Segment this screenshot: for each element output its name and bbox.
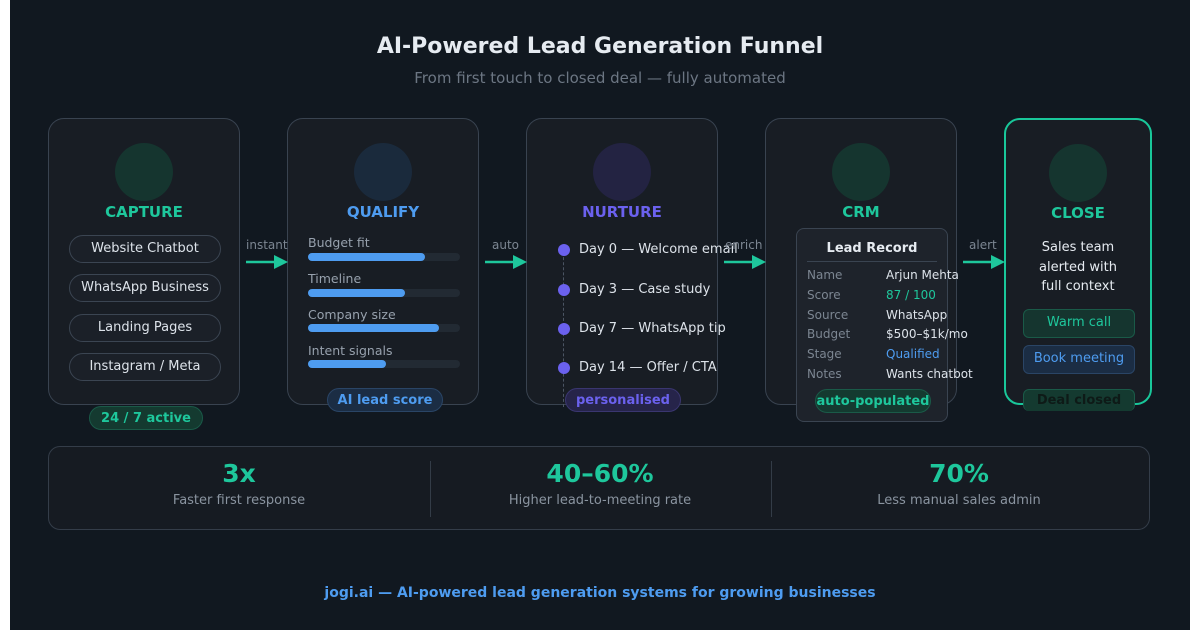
field-value: Wants chatbot — [886, 367, 973, 381]
flow-arrow-icon — [724, 255, 766, 269]
channel-website-chatbot: Website Chatbot — [69, 235, 221, 263]
close-icon — [1049, 144, 1107, 202]
stage-qualify: QUALIFY Budget fit Timeline Company size… — [287, 118, 479, 405]
stat-label: Higher lead-to-meeting rate — [508, 493, 692, 508]
lead-record-card: Lead Record Name Arjun Mehta Score 87 / … — [796, 228, 973, 422]
stage-close: CLOSE Sales team alerted with full conte… — [1004, 118, 1152, 411]
field-key: Budget — [807, 327, 851, 341]
field-key: Stage — [807, 347, 842, 361]
signal-track — [308, 324, 460, 332]
field-value: Qualified — [886, 347, 940, 361]
nurture-step: Day 7 — WhatsApp tip — [579, 321, 726, 336]
channel-landing-pages: Landing Pages — [69, 314, 221, 342]
deal-closed-badge: Deal closed — [1023, 389, 1135, 411]
signal-fill — [308, 360, 386, 368]
stat-value: 3x — [222, 459, 256, 488]
nurture-step: Day 3 — Case study — [579, 282, 711, 297]
flow-arrow-icon — [963, 255, 1005, 269]
stage-title-nurture: NURTURE — [582, 203, 662, 221]
close-text-line: full context — [1041, 279, 1115, 294]
field-key: Source — [807, 308, 849, 322]
timeline-dot — [558, 362, 570, 374]
signal-track — [308, 289, 460, 297]
stage-title-qualify: QUALIFY — [346, 203, 420, 221]
close-description: Sales team alerted with full context — [1006, 238, 1150, 297]
arrow-label: enrich — [725, 238, 763, 252]
signal-label: Company size — [308, 307, 396, 322]
channel-whatsapp-business: WhatsApp Business — [69, 274, 221, 302]
arrow-label: instant — [246, 238, 288, 252]
page-title: AI-Powered Lead Generation Funnel — [376, 34, 824, 59]
book-meeting-button: Book meeting — [1023, 345, 1135, 374]
footer-tagline: jogi.ai — AI-powered lead generation sys… — [324, 585, 876, 601]
flow-arrow-icon — [246, 255, 288, 269]
stage-nurture: NURTURE Day 0 — Welcome email Day 3 — Ca… — [526, 118, 738, 407]
signal-track — [308, 253, 460, 261]
stage-title-capture: CAPTURE — [105, 203, 183, 221]
field-value: 87 / 100 — [886, 288, 936, 302]
timeline-dot — [558, 284, 570, 296]
field-key: Score — [807, 288, 841, 302]
lead-record-divider — [807, 261, 937, 262]
arrow-label: alert — [969, 238, 997, 252]
signal-label: Timeline — [308, 271, 362, 286]
arrow-label: auto — [492, 238, 520, 252]
field-value: Arjun Mehta — [886, 268, 959, 282]
timeline-dot — [558, 323, 570, 335]
close-text-line: Sales team — [1041, 240, 1115, 255]
signal-track — [308, 360, 460, 368]
signal-label: Intent signals — [308, 343, 393, 358]
stage-title-crm: CRM — [842, 203, 880, 221]
qualify-icon — [354, 143, 412, 201]
signal-fill — [308, 289, 406, 297]
field-value: $500–$1k/mo — [886, 327, 968, 341]
stat-value: 70% — [929, 459, 989, 488]
warm-call-button: Warm call — [1023, 309, 1135, 338]
page-subtitle: From first touch to closed deal — fully … — [414, 69, 786, 87]
capture-badge: 24 / 7 active — [89, 406, 203, 430]
timeline-dot — [558, 244, 570, 256]
crm-icon — [832, 143, 890, 201]
crm-badge: auto-populated — [815, 389, 931, 413]
stat-divider — [430, 461, 431, 517]
stat-value: 40–60% — [546, 459, 654, 488]
signal-fill — [308, 253, 426, 261]
field-key: Notes — [807, 367, 842, 381]
close-text-line: alerted with — [1039, 259, 1117, 275]
nurture-icon — [593, 143, 651, 201]
signal-label: Budget fit — [308, 235, 370, 250]
nurture-step: Day 14 — Offer / CTA — [579, 360, 717, 375]
stat-divider — [771, 461, 772, 517]
nurture-badge: personalised — [565, 388, 681, 412]
funnel-canvas: AI-Powered Lead Generation Funnel From f… — [10, 0, 1190, 630]
channel-instagram-meta: Instagram / Meta — [69, 353, 221, 381]
qualify-badge: AI lead score — [327, 388, 443, 412]
field-key: Name — [807, 268, 843, 282]
stat-label: Less manual sales admin — [877, 493, 1041, 508]
lead-record-title: Lead Record — [826, 241, 918, 256]
capture-icon — [115, 143, 173, 201]
stats-panel: 3x Faster first response 40–60% Higher l… — [48, 446, 1150, 530]
stage-capture: CAPTURE Website Chatbot WhatsApp Busines… — [48, 118, 240, 405]
nurture-step: Day 0 — Welcome email — [579, 242, 738, 257]
stage-title-close: CLOSE — [1051, 204, 1105, 222]
field-value: WhatsApp — [886, 308, 948, 322]
stat-label: Faster first response — [172, 493, 306, 508]
signal-fill — [308, 324, 439, 332]
flow-arrow-icon — [485, 255, 527, 269]
